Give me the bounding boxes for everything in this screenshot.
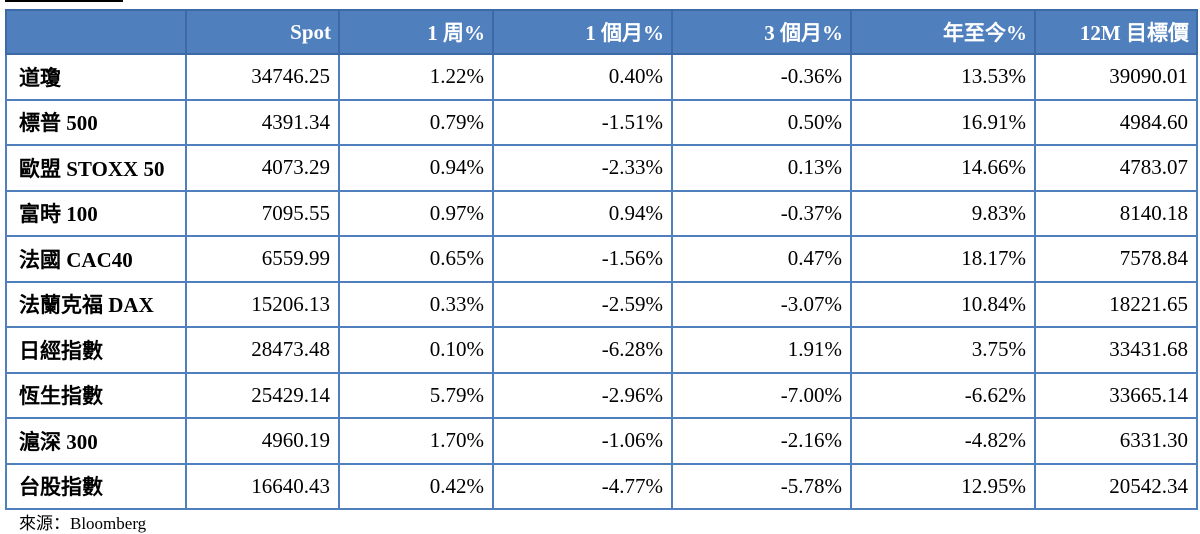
header-12m-target: 12M 目標價 <box>1034 9 1198 55</box>
header-spot: Spot <box>185 9 340 55</box>
table-row: 恆生指數 25429.14 5.79% -2.96% -7.00% -6.62%… <box>5 371 1198 419</box>
target-price-cell: 7578.84 <box>1034 235 1198 283</box>
three-month-change-cell: -0.36% <box>671 53 852 101</box>
target-price-cell: 6331.30 <box>1034 417 1198 465</box>
table-row: 滬深 300 4960.19 1.70% -1.06% -2.16% -4.82… <box>5 417 1198 465</box>
target-price-cell: 4783.07 <box>1034 144 1198 192</box>
index-performance-table: Spot 1 周% 1 個月% 3 個月% 年至今% 12M 目標價 道瓊 34… <box>5 9 1198 510</box>
month-change-cell: -1.51% <box>492 98 673 146</box>
ytd-change-cell: 9.83% <box>850 189 1036 237</box>
month-change-cell: -2.33% <box>492 144 673 192</box>
week-change-cell: 0.97% <box>338 189 494 237</box>
ytd-change-cell: 16.91% <box>850 98 1036 146</box>
spot-cell: 34746.25 <box>185 53 340 101</box>
table-row: 法蘭克福 DAX 15206.13 0.33% -2.59% -3.07% 10… <box>5 280 1198 328</box>
index-name-cell: 歐盟 STOXX 50 <box>5 144 187 192</box>
spot-cell: 25429.14 <box>185 371 340 419</box>
target-price-cell: 33665.14 <box>1034 371 1198 419</box>
ytd-change-cell: 12.95% <box>850 462 1036 510</box>
ytd-change-cell: -6.62% <box>850 371 1036 419</box>
three-month-change-cell: 1.91% <box>671 326 852 374</box>
spot-cell: 15206.13 <box>185 280 340 328</box>
spot-cell: 7095.55 <box>185 189 340 237</box>
month-change-cell: 0.40% <box>492 53 673 101</box>
table-row: 道瓊 34746.25 1.22% 0.40% -0.36% 13.53% 39… <box>5 53 1198 101</box>
month-change-cell: -4.77% <box>492 462 673 510</box>
spot-cell: 6559.99 <box>185 235 340 283</box>
header-1-month: 1 個月% <box>492 9 673 55</box>
target-price-cell: 33431.68 <box>1034 326 1198 374</box>
ytd-change-cell: 13.53% <box>850 53 1036 101</box>
month-change-cell: -6.28% <box>492 326 673 374</box>
index-name-cell: 道瓊 <box>5 53 187 101</box>
week-change-cell: 0.33% <box>338 280 494 328</box>
week-change-cell: 1.22% <box>338 53 494 101</box>
month-change-cell: 0.94% <box>492 189 673 237</box>
three-month-change-cell: 0.50% <box>671 98 852 146</box>
header-index-name <box>5 9 187 55</box>
three-month-change-cell: 0.13% <box>671 144 852 192</box>
header-3-month: 3 個月% <box>671 9 852 55</box>
week-change-cell: 0.42% <box>338 462 494 510</box>
target-price-cell: 39090.01 <box>1034 53 1198 101</box>
table-row: 台股指數 16640.43 0.42% -4.77% -5.78% 12.95%… <box>5 462 1198 510</box>
month-change-cell: -2.96% <box>492 371 673 419</box>
target-price-cell: 18221.65 <box>1034 280 1198 328</box>
index-name-cell: 法國 CAC40 <box>5 235 187 283</box>
index-name-cell: 標普 500 <box>5 98 187 146</box>
header-ytd: 年至今% <box>850 9 1036 55</box>
target-price-cell: 4984.60 <box>1034 98 1198 146</box>
ytd-change-cell: 18.17% <box>850 235 1036 283</box>
week-change-cell: 5.79% <box>338 371 494 419</box>
month-change-cell: -2.59% <box>492 280 673 328</box>
index-name-cell: 富時 100 <box>5 189 187 237</box>
ytd-change-cell: 10.84% <box>850 280 1036 328</box>
spot-cell: 4391.34 <box>185 98 340 146</box>
index-name-cell: 台股指數 <box>5 462 187 510</box>
three-month-change-cell: -0.37% <box>671 189 852 237</box>
week-change-cell: 1.70% <box>338 417 494 465</box>
ytd-change-cell: 14.66% <box>850 144 1036 192</box>
table-row: 歐盟 STOXX 50 4073.29 0.94% -2.33% 0.13% 1… <box>5 144 1198 192</box>
three-month-change-cell: -5.78% <box>671 462 852 510</box>
week-change-cell: 0.94% <box>338 144 494 192</box>
header-1-week: 1 周% <box>338 9 494 55</box>
spot-cell: 4073.29 <box>185 144 340 192</box>
table-row: 富時 100 7095.55 0.97% 0.94% -0.37% 9.83% … <box>5 189 1198 237</box>
index-name-cell: 滬深 300 <box>5 417 187 465</box>
source-note: 來源：Bloomberg <box>19 514 147 533</box>
table-row: 日經指數 28473.48 0.10% -6.28% 1.91% 3.75% 3… <box>5 326 1198 374</box>
week-change-cell: 0.79% <box>338 98 494 146</box>
index-name-cell: 恆生指數 <box>5 371 187 419</box>
spot-cell: 4960.19 <box>185 417 340 465</box>
three-month-change-cell: 0.47% <box>671 235 852 283</box>
target-price-cell: 8140.18 <box>1034 189 1198 237</box>
ytd-change-cell: -4.82% <box>850 417 1036 465</box>
week-change-cell: 0.65% <box>338 235 494 283</box>
three-month-change-cell: -7.00% <box>671 371 852 419</box>
month-change-cell: -1.56% <box>492 235 673 283</box>
target-price-cell: 20542.34 <box>1034 462 1198 510</box>
ytd-change-cell: 3.75% <box>850 326 1036 374</box>
table-row: 法國 CAC40 6559.99 0.65% -1.56% 0.47% 18.1… <box>5 235 1198 283</box>
table-row: 標普 500 4391.34 0.79% -1.51% 0.50% 16.91%… <box>5 98 1198 146</box>
top-rule-divider <box>5 0 123 2</box>
spot-cell: 28473.48 <box>185 326 340 374</box>
three-month-change-cell: -3.07% <box>671 280 852 328</box>
three-month-change-cell: -2.16% <box>671 417 852 465</box>
index-name-cell: 日經指數 <box>5 326 187 374</box>
index-name-cell: 法蘭克福 DAX <box>5 280 187 328</box>
month-change-cell: -1.06% <box>492 417 673 465</box>
week-change-cell: 0.10% <box>338 326 494 374</box>
table-header-row: Spot 1 周% 1 個月% 3 個月% 年至今% 12M 目標價 <box>5 9 1198 55</box>
spot-cell: 16640.43 <box>185 462 340 510</box>
